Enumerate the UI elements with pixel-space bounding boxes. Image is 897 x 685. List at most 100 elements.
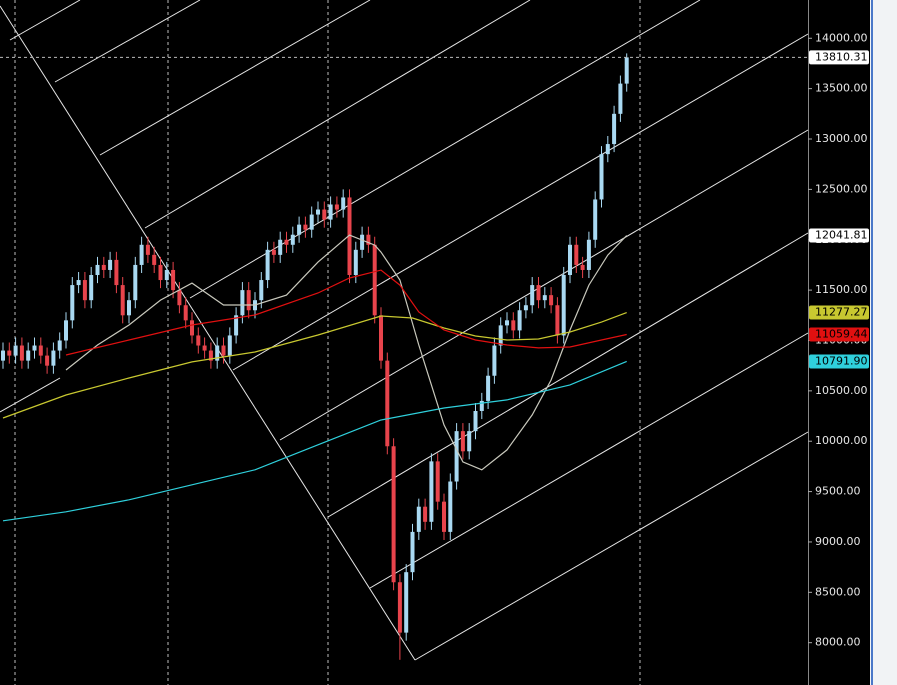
candle-body xyxy=(334,204,339,210)
side-panel xyxy=(870,0,897,685)
candle-body xyxy=(379,315,383,361)
candle-body xyxy=(404,572,409,633)
pitchfork-line xyxy=(99,0,371,156)
candle-body xyxy=(555,305,560,336)
candle-body xyxy=(473,411,478,432)
candle-body xyxy=(385,360,390,447)
candle-body xyxy=(593,199,598,240)
candle-body xyxy=(303,224,308,230)
candle-body xyxy=(234,315,239,336)
candle-body xyxy=(435,461,440,502)
candle-body xyxy=(568,244,572,276)
candle-body xyxy=(599,154,604,200)
candle-body xyxy=(505,320,509,326)
ma-price-tag: 10791.90 xyxy=(815,354,868,367)
candle-body xyxy=(19,345,24,361)
y-tick-label: 9000.00 xyxy=(815,535,861,548)
ma-price-tag-box xyxy=(809,228,869,243)
candle-body xyxy=(278,239,283,255)
candle-body xyxy=(227,335,232,356)
candle-body xyxy=(38,345,43,356)
vertical-dividers xyxy=(14,0,641,685)
candle-body xyxy=(177,290,182,306)
candle-body xyxy=(95,264,100,276)
pitchfork-line xyxy=(9,0,81,41)
candle-body xyxy=(76,280,81,286)
pitchfork-line xyxy=(0,377,61,413)
pitchfork-line xyxy=(327,232,809,518)
candle-body xyxy=(448,481,453,532)
pitchfork-line xyxy=(279,129,809,441)
candle-body xyxy=(454,431,459,482)
pitchfork-line xyxy=(369,332,809,589)
ma-price-tag-box xyxy=(809,305,869,320)
y-tick-label: 13000.00 xyxy=(815,132,868,145)
pitchfork-handle xyxy=(0,5,416,661)
candle-body xyxy=(517,310,522,331)
ma-price-tag: 12041.81 xyxy=(815,229,868,242)
candle-body xyxy=(360,234,365,250)
candle-body xyxy=(347,197,352,276)
candle-body xyxy=(353,249,358,276)
candle-body xyxy=(309,214,314,230)
candle-body xyxy=(101,264,106,270)
candle-body xyxy=(492,345,497,376)
candle-body xyxy=(190,320,194,336)
candle-body xyxy=(158,264,163,281)
candle-body xyxy=(561,275,566,336)
candle-body xyxy=(265,249,270,281)
candle-body xyxy=(536,285,541,301)
ma-line xyxy=(2,360,627,522)
candle-body xyxy=(542,295,547,301)
candle-body xyxy=(221,345,226,356)
y-tick-label: 8000.00 xyxy=(815,636,861,649)
candle-body xyxy=(586,239,591,270)
ma-price-tag: 11277.27 xyxy=(815,306,868,319)
candle-body xyxy=(624,57,629,84)
y-tick-label: 8500.00 xyxy=(815,585,861,598)
candle-body xyxy=(290,234,295,245)
candle-body xyxy=(467,431,472,452)
candle-body xyxy=(152,254,157,265)
pitchfork-line xyxy=(189,0,701,299)
candle-body xyxy=(51,350,56,366)
candle-body xyxy=(416,506,421,532)
candle-body xyxy=(202,345,207,351)
candle-body xyxy=(70,285,75,321)
y-tick-label: 12500.00 xyxy=(815,182,868,195)
candle-body xyxy=(618,83,623,114)
y-tick-label: 10500.00 xyxy=(815,384,868,397)
pitchfork-line xyxy=(144,0,531,229)
candle-body xyxy=(139,244,144,265)
candle-body xyxy=(7,350,12,356)
candle-body xyxy=(13,345,18,356)
candle-body xyxy=(397,582,402,633)
candle-body xyxy=(120,285,125,316)
candle-body xyxy=(523,305,528,311)
candle-body xyxy=(183,305,188,321)
candle-body xyxy=(372,244,377,316)
candle-body xyxy=(341,197,346,210)
candle-body xyxy=(32,345,37,351)
pitchfork-line xyxy=(414,431,809,661)
y-tick-label: 13500.00 xyxy=(815,82,868,95)
candle-body xyxy=(215,345,220,361)
candle-body xyxy=(322,209,327,220)
candle-body xyxy=(574,244,579,265)
last-price-tag: 13810.31 xyxy=(815,50,868,63)
ma-line xyxy=(2,312,627,419)
candle-body xyxy=(391,446,396,583)
candle-body xyxy=(57,340,62,351)
candle-body xyxy=(410,531,415,573)
candle-body xyxy=(246,290,251,311)
candle-body xyxy=(26,350,31,361)
candle-body xyxy=(114,259,119,286)
candle-body xyxy=(240,290,245,316)
candle-body xyxy=(1,350,5,361)
candle-body xyxy=(171,269,176,291)
candle-body xyxy=(64,320,68,341)
candle-body xyxy=(605,144,610,155)
